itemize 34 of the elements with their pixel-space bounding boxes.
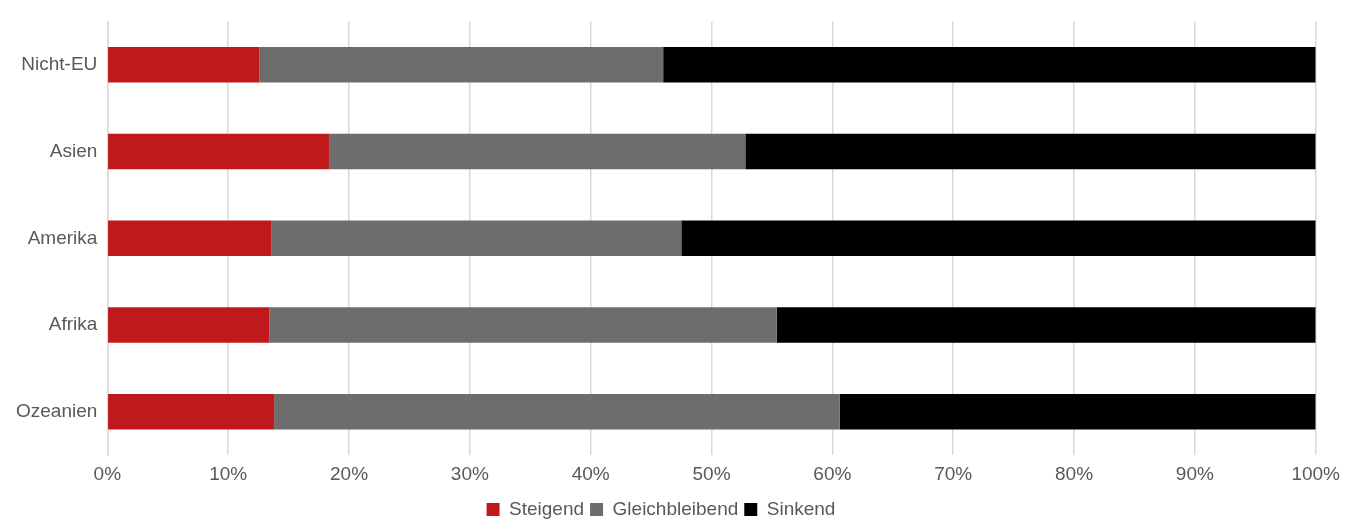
bar [329, 133, 746, 170]
x-tick-label: 50% [692, 462, 731, 484]
x-tick-label: 0% [93, 462, 122, 484]
bar [108, 133, 330, 170]
legend-label: Steigend [509, 497, 585, 519]
x-tick-label: 80% [1055, 462, 1094, 484]
bar [274, 394, 840, 430]
x-tick-label: 40% [571, 462, 610, 484]
bar [839, 394, 1316, 430]
y-tick-label: Nicht-EU [21, 53, 98, 75]
x-tick-label: 100% [1291, 462, 1341, 484]
y-tick-label: Afrika [48, 313, 98, 335]
bar [108, 220, 272, 257]
x-tick-label: 90% [1175, 462, 1214, 484]
bar [259, 46, 664, 83]
bar [108, 394, 275, 430]
x-tick-label: 60% [813, 462, 852, 484]
x-tick-label: 20% [329, 462, 369, 484]
y-tick-label: Asien [49, 139, 98, 161]
y-tick-label: Ozeanien [15, 400, 98, 422]
bar [663, 46, 1316, 83]
bar [271, 220, 682, 257]
x-tick-label: 70% [934, 462, 973, 484]
x-tick-label: 10% [209, 462, 248, 484]
bar [269, 307, 777, 343]
bar [108, 307, 270, 343]
y-tick-label: Amerika [27, 226, 98, 248]
bar [745, 133, 1316, 170]
legend-label: Sinkend [766, 497, 836, 519]
legend-label: Gleichbleibend [612, 497, 739, 519]
bar [108, 46, 260, 83]
bar [776, 307, 1316, 343]
bar [681, 220, 1316, 257]
x-tick-label: 30% [450, 462, 489, 484]
